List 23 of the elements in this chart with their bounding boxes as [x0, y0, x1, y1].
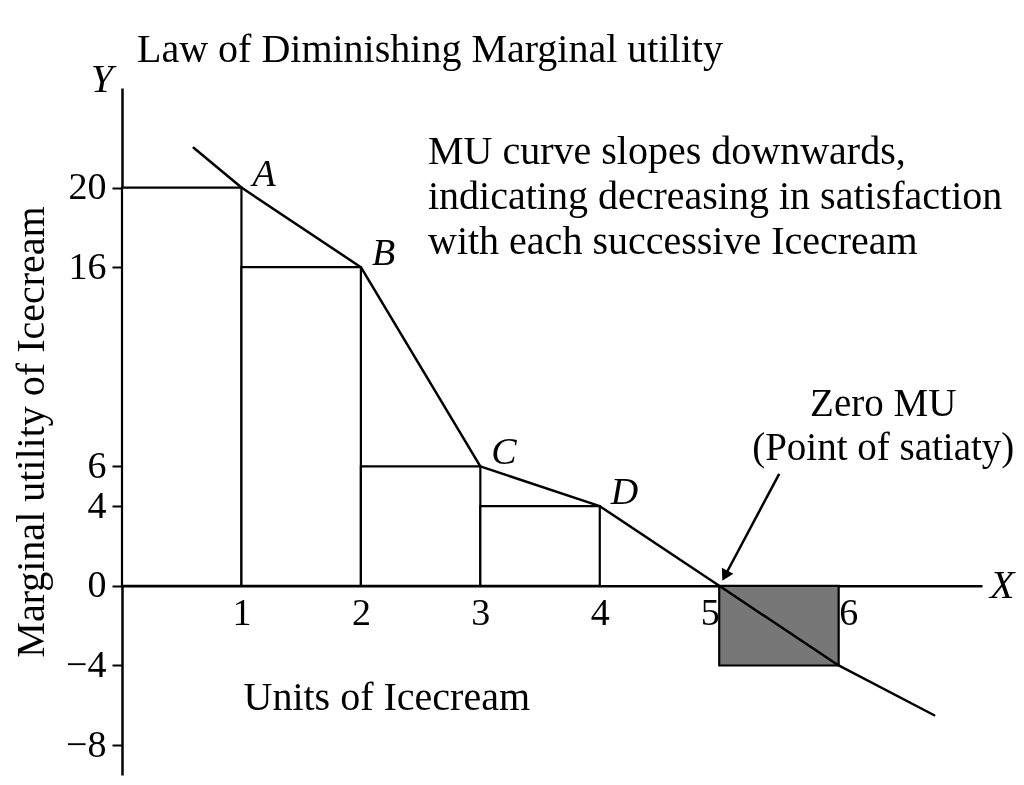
y-tick-label: −4 — [66, 642, 107, 685]
y-axis-title: Marginal utility of Icecream — [8, 206, 54, 658]
y-tick-label: −8 — [66, 722, 107, 765]
x-tick-label: 3 — [471, 591, 491, 634]
x-tick-label: 1 — [232, 591, 252, 634]
y-tick-label: 6 — [87, 443, 107, 486]
y-tick-label: 4 — [87, 483, 107, 526]
x-axis-title: Units of Icecream — [243, 674, 531, 720]
y-tick-label: 0 — [87, 563, 107, 606]
annotation: B — [371, 231, 396, 274]
annotation: D — [609, 470, 639, 513]
text: X — [988, 561, 1016, 607]
x-tick-label: 6 — [839, 591, 859, 634]
text: Y — [90, 56, 117, 101]
annotation: C — [491, 430, 518, 473]
annotation: MU curve slopes downwards, indicating decreasing in satisfaction with each successive Icecream — [428, 128, 1003, 263]
y-tick-label: 16 — [68, 244, 107, 287]
chart-title: Law of Diminishing Marginal utility — [137, 26, 723, 71]
x-tick-label: 4 — [590, 591, 610, 634]
annotation: Zero MU (Point of satiaty) — [752, 380, 1015, 469]
annotation: A — [249, 151, 277, 194]
x-tick-label: 2 — [351, 591, 371, 634]
y-tick-label: 20 — [68, 165, 107, 208]
